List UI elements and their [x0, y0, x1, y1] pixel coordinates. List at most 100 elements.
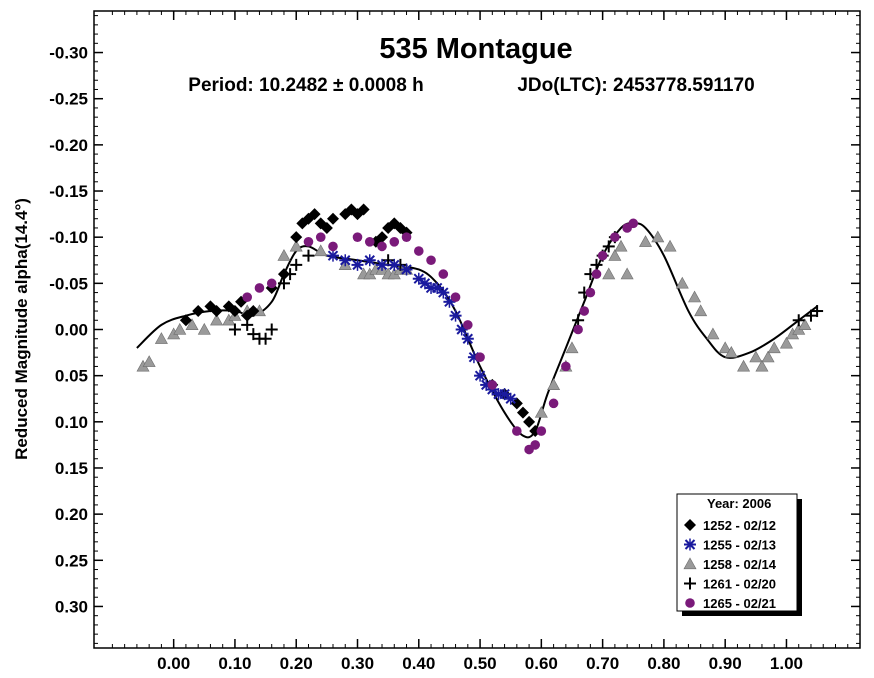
data-point [228, 323, 241, 336]
data-point [724, 345, 738, 358]
data-point [302, 249, 315, 262]
data-point [290, 231, 303, 244]
y-tick-label: -0.30 [49, 44, 88, 63]
axis-ticks [94, 11, 860, 648]
x-tick-label: 0.30 [341, 654, 374, 673]
y-tick-label: -0.10 [49, 228, 88, 247]
data-point [628, 218, 639, 229]
data-point [620, 267, 634, 280]
data-point [259, 332, 272, 345]
data-point [228, 305, 241, 318]
legend-entry-label: 1252 - 02/12 [703, 518, 776, 533]
data-point [412, 272, 425, 285]
data-point [437, 286, 450, 299]
legend-marker [684, 519, 696, 531]
data-point [798, 318, 812, 330]
data-point [426, 255, 436, 266]
data-point [608, 249, 622, 261]
x-tick-label: 0.00 [157, 654, 190, 673]
data-point [585, 287, 596, 298]
y-tick-label: 0.20 [55, 505, 88, 524]
data-point [400, 263, 413, 276]
data-point [561, 361, 571, 372]
data-point [363, 254, 376, 267]
data-point [548, 398, 559, 409]
data-point [377, 241, 387, 252]
data-point [487, 380, 498, 390]
data-point [328, 241, 338, 252]
data-point [779, 336, 793, 349]
data-point [755, 359, 769, 372]
x-tick-label: 0.90 [709, 654, 742, 673]
y-tick-label: 0.25 [55, 551, 88, 570]
y-tick-label: 0.30 [55, 597, 88, 616]
data-point [389, 236, 400, 247]
data-point [376, 231, 389, 244]
data-point [284, 268, 297, 281]
data-point [277, 249, 291, 261]
data-point [498, 388, 511, 401]
data-point [142, 355, 156, 367]
data-point [197, 322, 211, 335]
data-point [364, 236, 375, 247]
chart-title: 535 Montague [379, 33, 572, 65]
data-point [767, 341, 781, 354]
data-point [602, 267, 616, 280]
data-point [443, 295, 456, 308]
legend-entry-label: 1258 - 02/14 [703, 557, 777, 572]
x-tick-label: 0.50 [464, 654, 497, 673]
data-point [314, 244, 328, 257]
legend-entry-label: 1255 - 02/13 [703, 538, 776, 553]
data-point [290, 258, 303, 271]
data-point [382, 254, 395, 267]
data-point [450, 292, 461, 302]
data-point [154, 332, 168, 344]
data-point [254, 283, 265, 293]
data-point [597, 250, 608, 261]
y-tick-label: -0.25 [49, 90, 88, 109]
legend-entries: 1252 - 02/12 1255 - 02/13 1258 - 02/14 1261… [683, 518, 777, 611]
y-tick-label: 0.10 [55, 413, 88, 432]
data-point [516, 406, 529, 419]
data-point [706, 327, 720, 340]
data-point [247, 305, 260, 318]
x-tick-label: 0.60 [525, 654, 558, 673]
data-point [266, 278, 277, 289]
data-point [761, 350, 775, 363]
chart-subtitle-period: Period: 10.2482 ± 0.0008 h [188, 75, 423, 96]
data-point [418, 277, 431, 290]
tick-labels-layer: 0.00 0.10 0.20 0.30 0.40 0.50 0.60 0.70 0.80 0.90… [49, 44, 803, 673]
data-point [265, 323, 278, 336]
data-point [590, 258, 603, 271]
chart-subtitle-epoch: JDo(LTC): 2453778.591170 [517, 75, 754, 96]
data-point [376, 258, 389, 271]
data-point [179, 314, 192, 327]
data-point [675, 276, 689, 289]
data-point [277, 268, 290, 281]
data-point [173, 322, 187, 335]
y-tick-label: -0.20 [49, 136, 88, 155]
data-point [572, 314, 585, 327]
data-point [510, 397, 523, 410]
data-point [185, 318, 199, 330]
data-point [242, 292, 252, 302]
data-point [536, 426, 547, 436]
y-axis-label: Reduced Magnitude alpha(14.4°) [12, 198, 31, 460]
legend-marker [684, 577, 696, 590]
legend: Year: 2006 1252 - 02/12 1255 - 02/13 1258 … [676, 493, 802, 616]
legend-title: Year: 2006 [707, 496, 771, 511]
data-point [413, 246, 424, 256]
y-tick-label: -0.15 [49, 182, 88, 201]
data-point [610, 232, 620, 242]
data-point [811, 305, 824, 318]
x-tick-label: 0.10 [218, 654, 251, 673]
data-point [401, 232, 412, 242]
data-point [523, 415, 536, 428]
data-point [388, 258, 401, 271]
data-point [530, 440, 541, 450]
data-point [475, 352, 485, 362]
data-points-layer [136, 203, 824, 455]
data-point [326, 249, 339, 262]
data-point [339, 254, 352, 267]
data-point [534, 405, 548, 418]
